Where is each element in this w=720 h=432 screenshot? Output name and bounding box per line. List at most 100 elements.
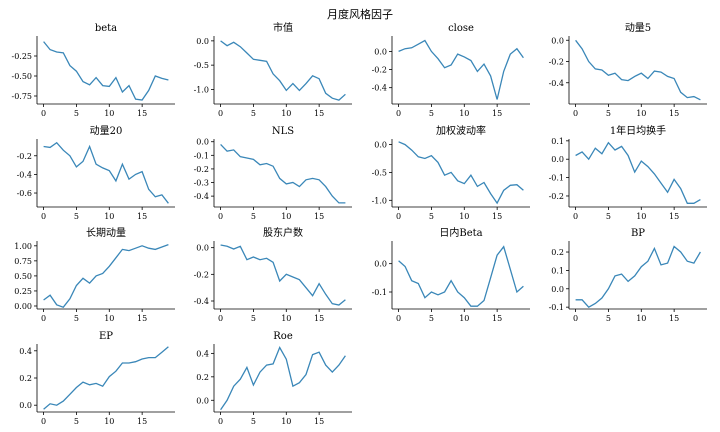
x-tick-label: 15 <box>314 314 324 323</box>
x-tick-label: 5 <box>606 212 611 221</box>
series-line <box>220 244 346 306</box>
x-tick-label: 10 <box>636 109 646 118</box>
panel-5: NLS 0.0 -0.1 -0.2 -0.3 -0.4 0 5 10 15 <box>194 126 352 221</box>
x-tick-label: 5 <box>251 417 256 426</box>
y-tick-label: -0.1 <box>194 151 209 160</box>
y-tick-label: 0.00 <box>14 302 32 311</box>
panel-title: 日内Beta <box>439 226 482 239</box>
x-tick-label: 5 <box>74 212 79 221</box>
y-tick-label: -0.25 <box>11 52 32 61</box>
x-tick-label: 10 <box>459 314 469 323</box>
x-tick-label: 15 <box>492 314 502 323</box>
y-tick-label: 0.0 <box>196 138 209 147</box>
series-line <box>43 41 169 101</box>
x-tick-label: 15 <box>669 212 679 221</box>
panel-11: BP 0.2 0.1 0.0 -0.1 0 5 10 15 <box>549 228 707 323</box>
y-tick-label: 0.1 <box>551 137 564 146</box>
x-tick-label: 5 <box>251 109 256 118</box>
y-tick-label: -0.2 <box>549 192 564 201</box>
x-tick-label: 10 <box>281 212 291 221</box>
x-tick-label: 10 <box>104 109 114 118</box>
x-tick-label: 0 <box>41 314 46 323</box>
series-line <box>398 245 524 307</box>
x-tick-label: 5 <box>251 212 256 221</box>
y-tick-label: -0.1 <box>549 303 564 312</box>
y-tick-label: -0.5 <box>194 61 209 70</box>
panel-13: Roe 0.0 0.2 0.4 0 5 10 15 <box>196 331 352 426</box>
panel-6: 加权波动率 0.0 -0.5 -1.0 0 5 10 15 <box>372 124 530 221</box>
y-tick-label: -0.2 <box>17 152 32 161</box>
y-tick-label: -0.6 <box>17 189 32 198</box>
x-tick-label: 10 <box>104 417 114 426</box>
x-tick-label: 15 <box>314 212 324 221</box>
panel-title: beta <box>95 23 117 34</box>
x-tick-label: 10 <box>459 212 469 221</box>
panel-title: 动量20 <box>90 125 123 137</box>
y-tick-label: -0.4 <box>194 297 209 306</box>
x-tick-label: 0 <box>573 109 578 118</box>
x-tick-label: 10 <box>459 109 469 118</box>
panel-4: 动量20 -0.2 -0.4 -0.6 0 5 10 15 <box>17 125 175 221</box>
panel-title: 股东户数 <box>263 226 303 239</box>
x-tick-label: 5 <box>74 109 79 118</box>
x-tick-label: 0 <box>41 212 46 221</box>
series-line <box>220 143 346 204</box>
x-tick-label: 0 <box>396 314 401 323</box>
x-tick-label: 5 <box>429 314 434 323</box>
y-tick-label: 1.00 <box>14 242 32 251</box>
series-line <box>575 39 701 101</box>
x-tick-label: 5 <box>606 314 611 323</box>
panel-1: 市值 0.0 -0.5 -1.0 0 5 10 15 <box>194 21 352 118</box>
panel-9: 股东户数 0.0 -0.2 -0.4 0 5 10 15 <box>194 226 352 323</box>
y-tick-label: -0.75 <box>11 92 32 101</box>
y-tick-label: -0.4 <box>194 192 209 201</box>
series-line <box>398 39 524 100</box>
x-tick-label: 15 <box>492 212 502 221</box>
series-line <box>43 243 169 308</box>
x-tick-label: 0 <box>396 109 401 118</box>
x-tick-label: 10 <box>636 314 646 323</box>
figure-title: 月度风格因子 <box>327 7 393 21</box>
x-tick-label: 0 <box>218 109 223 118</box>
x-tick-label: 15 <box>137 314 147 323</box>
y-tick-label: 0.0 <box>551 36 564 45</box>
panel-title: 加权波动率 <box>436 124 486 137</box>
y-tick-label: 0.1 <box>551 266 564 275</box>
y-tick-label: -0.2 <box>372 66 387 75</box>
x-tick-label: 0 <box>218 212 223 221</box>
y-tick-label: 0.0 <box>19 401 32 410</box>
x-tick-label: 0 <box>41 417 46 426</box>
panel-title: 市值 <box>273 21 293 34</box>
panel-title: 动量5 <box>625 22 651 34</box>
x-tick-label: 10 <box>104 314 114 323</box>
panel-7: 1年日均换手 0.1 0.0 -0.1 -0.2 0 5 10 15 <box>549 124 707 221</box>
panel-title: NLS <box>272 126 294 137</box>
panel-title: Roe <box>273 331 293 342</box>
y-tick-label: 0.25 <box>14 287 32 296</box>
y-tick-label: 0.75 <box>14 257 32 266</box>
x-tick-label: 10 <box>281 314 291 323</box>
series-line <box>575 245 701 309</box>
panel-0: beta -0.25 -0.50 -0.75 0 5 10 15 <box>11 23 175 118</box>
y-tick-label: -0.2 <box>549 58 564 67</box>
panel-3: 动量5 0.0 -0.2 -0.4 0 5 10 15 <box>549 22 707 118</box>
y-tick-label: -0.4 <box>549 79 564 88</box>
x-tick-label: 0 <box>218 417 223 426</box>
x-tick-label: 10 <box>636 212 646 221</box>
x-tick-label: 15 <box>314 417 324 426</box>
x-tick-label: 0 <box>396 212 401 221</box>
x-tick-label: 15 <box>314 109 324 118</box>
x-tick-label: 10 <box>281 417 291 426</box>
x-tick-label: 10 <box>281 109 291 118</box>
y-tick-label: 0.0 <box>196 244 209 253</box>
y-tick-label: -0.1 <box>549 174 564 183</box>
y-tick-label: -0.1 <box>372 288 387 297</box>
x-tick-label: 15 <box>137 109 147 118</box>
panel-12: EP 0.0 0.2 0.4 0 5 10 15 <box>19 331 175 426</box>
y-tick-label: -0.2 <box>194 270 209 279</box>
x-tick-label: 15 <box>137 212 147 221</box>
panel-title: EP <box>99 331 113 342</box>
x-tick-label: 15 <box>669 109 679 118</box>
